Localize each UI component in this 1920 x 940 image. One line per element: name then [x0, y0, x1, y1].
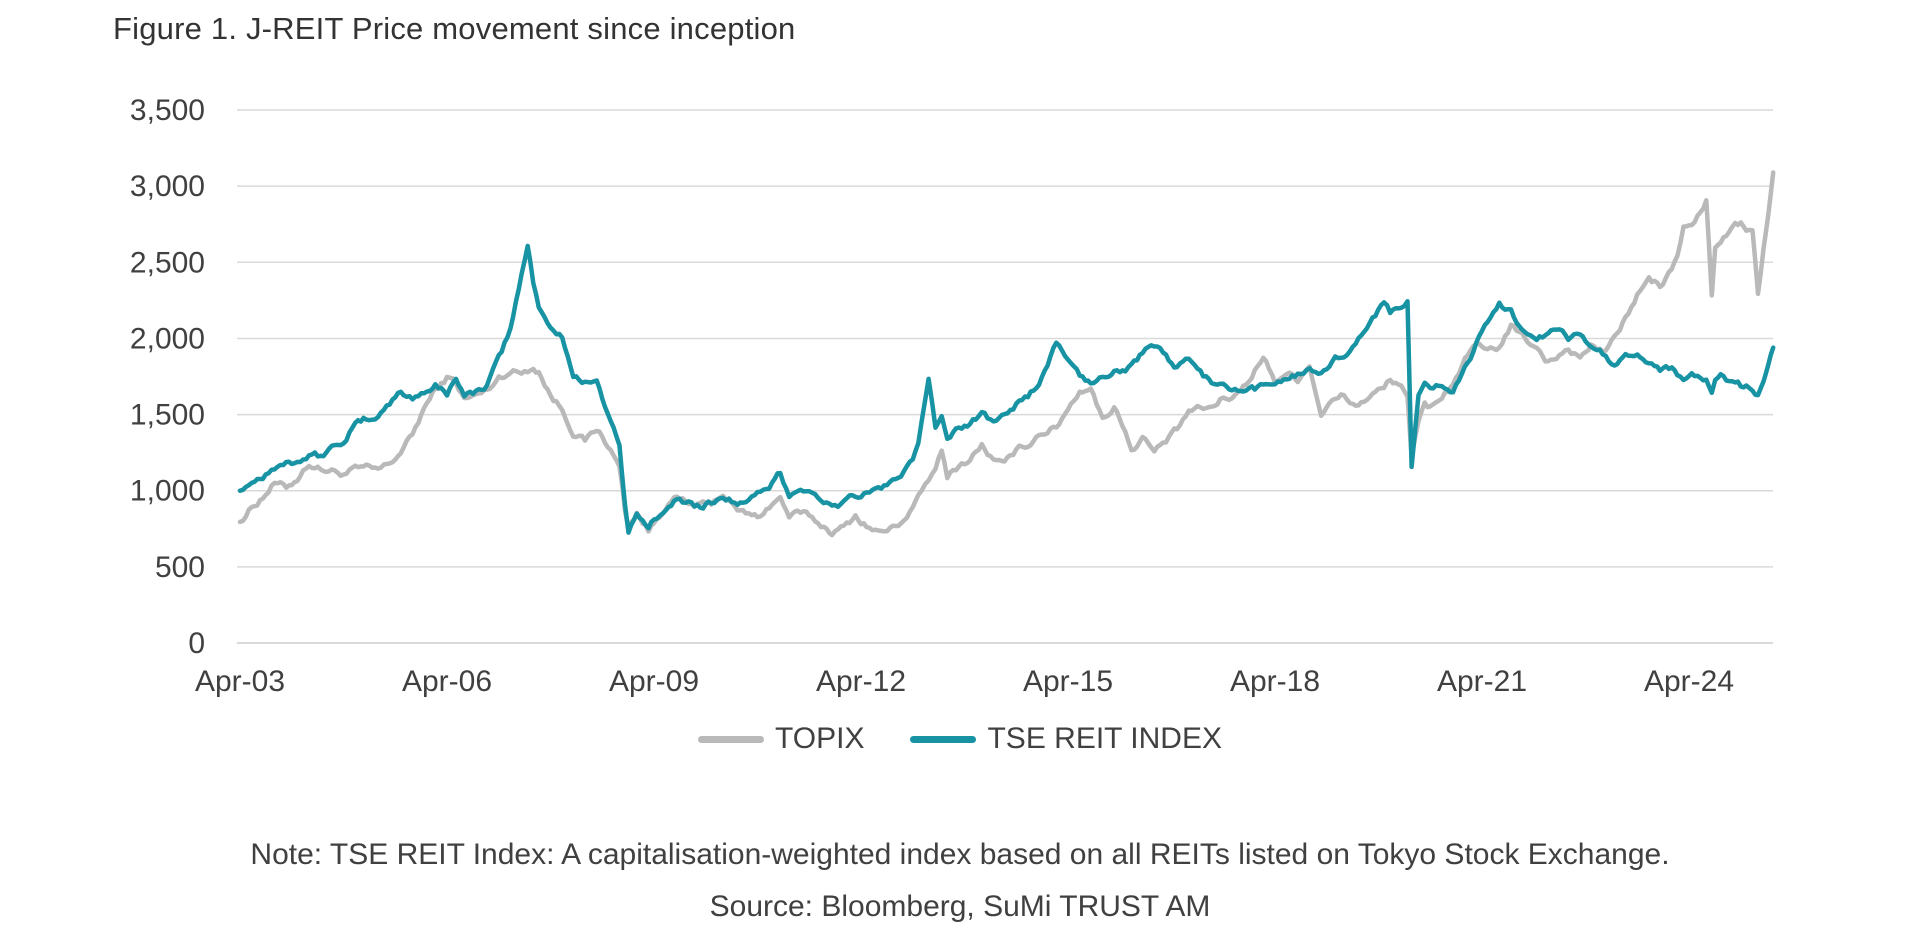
y-tick-label: 3,000 [130, 170, 205, 203]
x-tick-label: Apr-09 [609, 665, 699, 698]
x-tick-label: Apr-24 [1644, 665, 1734, 698]
y-tick-label: 3,500 [130, 94, 205, 127]
x-tick-label: Apr-18 [1230, 665, 1320, 698]
y-tick-label: 0 [188, 627, 205, 660]
x-tick-label: Apr-15 [1023, 665, 1113, 698]
y-tick-label: 1,000 [130, 475, 205, 508]
x-tick-label: Apr-03 [195, 665, 285, 698]
y-tick-label: 500 [155, 551, 205, 584]
y-tick-label: 2,500 [130, 246, 205, 279]
series-line-tse-reit-index [237, 243, 1776, 535]
chart-legend: TOPIX TSE REIT INDEX [0, 722, 1920, 756]
legend-label-tse-reit: TSE REIT INDEX [987, 722, 1222, 755]
y-tick-label: 1,500 [130, 399, 205, 432]
legend-label-topix: TOPIX [775, 722, 865, 755]
topix-line-swatch [698, 735, 764, 743]
figure-title: Figure 1. J-REIT Price movement since in… [113, 11, 796, 46]
legend-item-tse-reit: TSE REIT INDEX [910, 722, 1222, 756]
tse-reit-line-swatch [910, 735, 977, 743]
x-tick-label: Apr-21 [1437, 665, 1527, 698]
y-tick-label: 2,000 [130, 322, 205, 355]
x-tick-label: Apr-12 [816, 665, 906, 698]
x-tick-label: Apr-06 [402, 665, 492, 698]
series-line-topix [237, 170, 1776, 538]
legend-item-topix: TOPIX [698, 722, 864, 756]
figure-note: Note: TSE REIT Index: A capitalisation-w… [250, 838, 1670, 871]
figure-source: Source: Bloomberg, SuMi TRUST AM [709, 890, 1211, 923]
